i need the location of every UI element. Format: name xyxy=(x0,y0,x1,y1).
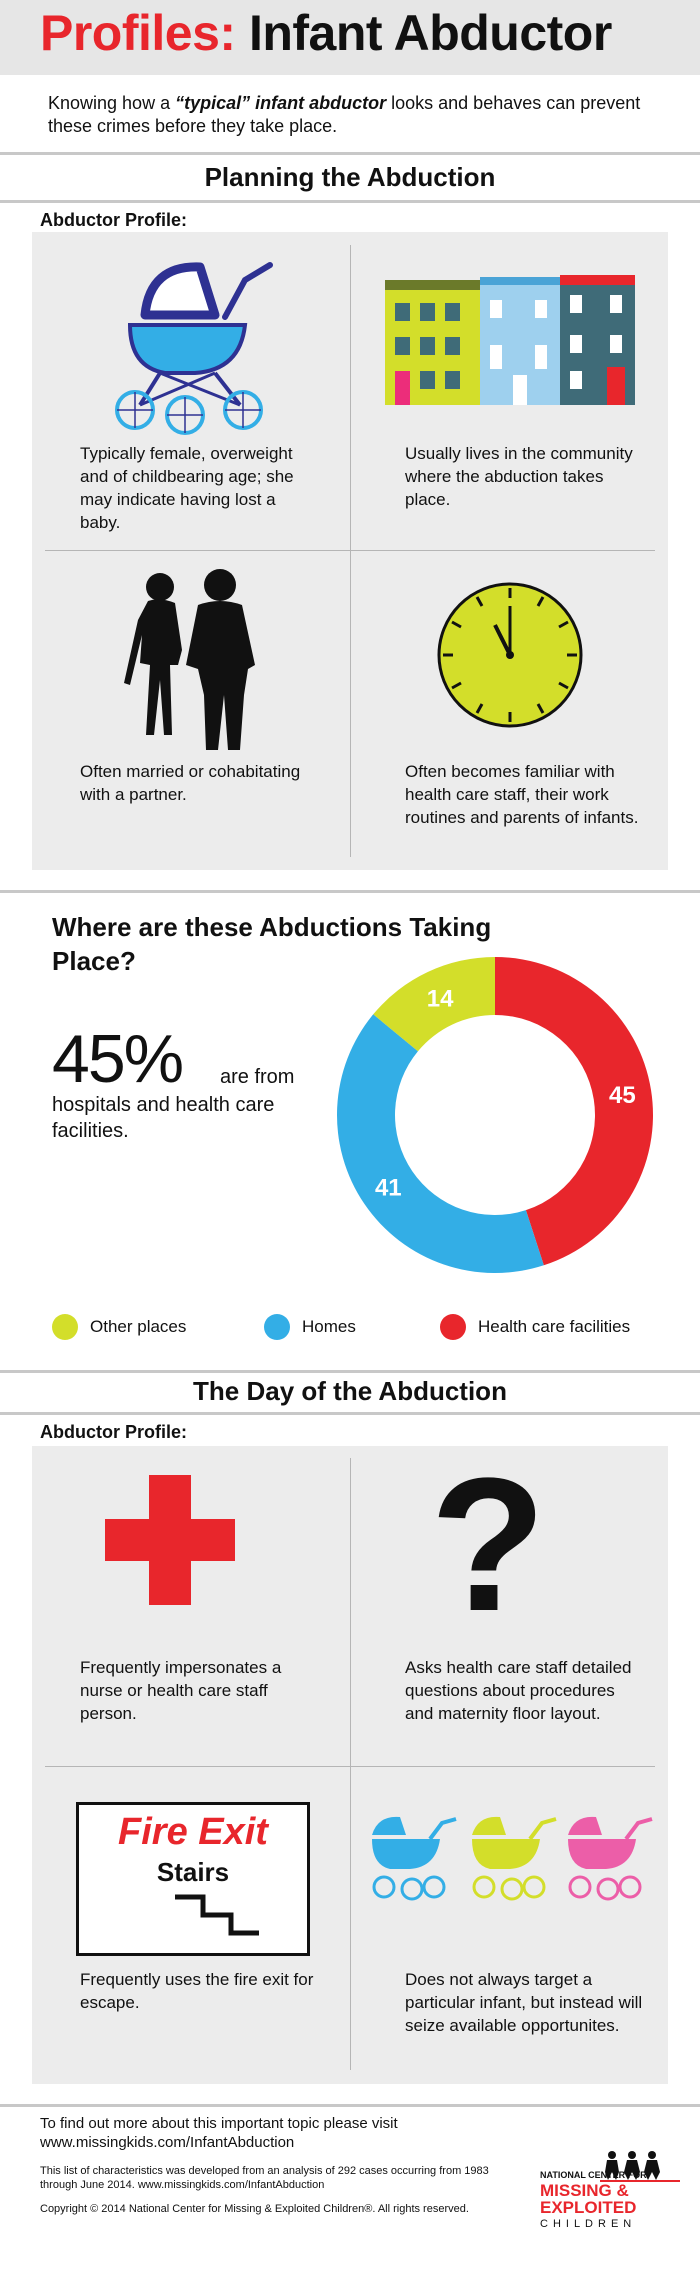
houses-icon xyxy=(385,275,635,405)
title-main: Infant Abductor xyxy=(248,5,612,61)
sign-title: Fire Exit xyxy=(118,1811,268,1853)
profile-text: Often married or cohabitating with a par… xyxy=(80,762,301,804)
sign-subtitle: Stairs xyxy=(156,1857,230,1887)
panel-divider-horizontal xyxy=(45,550,655,551)
intro-emphasis: “typical” infant abductor xyxy=(175,93,387,113)
clock-icon xyxy=(437,582,583,728)
legend-label: Health care facilities xyxy=(478,1317,631,1336)
children-silhouette-icon xyxy=(600,2151,680,2182)
where-title: Where are these Abductions Taking Place? xyxy=(52,912,492,976)
profile-text: Typically female, overweight and of chil… xyxy=(80,444,294,532)
donut-slice xyxy=(373,957,495,1052)
slice-value-label: 14 xyxy=(427,985,454,1012)
ncmec-logo: NATIONAL CENTER FOR MISSING & EXPLOITED … xyxy=(540,2150,680,2240)
donut-slice xyxy=(495,957,653,1266)
divider xyxy=(0,2104,700,2107)
profile-text: Does not always target a particular infa… xyxy=(405,1970,643,2035)
section-title-planning: Planning the Abduction xyxy=(204,162,496,192)
divider xyxy=(0,1370,700,1373)
page-title: Profiles: Infant Abductor xyxy=(40,4,612,62)
header-bar xyxy=(0,0,700,75)
profile-label: Abductor Profile: xyxy=(40,210,187,230)
profile-text: Usually lives in the community where the… xyxy=(405,444,633,509)
legend-swatch xyxy=(264,1314,290,1340)
question-mark-icon: ? xyxy=(430,1439,547,1651)
legend-item: Health care facilities xyxy=(440,1314,630,1340)
logo-line1: NATIONAL CENTER FOR xyxy=(540,2170,647,2180)
fire-exit-sign-icon: Fire Exit Stairs xyxy=(76,1802,310,1956)
logo-line4: CHILDREN xyxy=(540,2218,637,2230)
three-strollers-icon xyxy=(372,1816,653,1901)
slice-value-label: 45 xyxy=(609,1082,636,1109)
stroller-icon xyxy=(115,262,273,435)
profile-text: Asks health care staff detailed question… xyxy=(405,1658,632,1723)
divider xyxy=(0,152,700,155)
copyright: Copyright © 2014 National Center for Mis… xyxy=(40,2203,469,2215)
profile-label: Abductor Profile: xyxy=(40,1422,187,1442)
couple-silhouette-icon xyxy=(124,569,255,750)
intro-text: Knowing how a “typical” infant abductor … xyxy=(48,92,668,138)
red-cross-icon xyxy=(105,1475,235,1605)
chart-legend: Other places Homes Health care facilities xyxy=(52,1314,672,1344)
legend-item: Homes xyxy=(264,1314,356,1340)
profile-text: Often becomes familiar with health care … xyxy=(405,762,639,827)
big-stat-tail: are from xyxy=(220,1066,295,1088)
legend-swatch xyxy=(52,1314,78,1340)
more-info-text: To find out more about this important to… xyxy=(40,2115,398,2151)
divider xyxy=(0,1412,700,1415)
panel-divider-vertical xyxy=(350,245,351,857)
intro-after: looks and behaves can prevent these crim… xyxy=(48,93,641,136)
slice-value-label: 41 xyxy=(375,1175,402,1202)
stairs-icon xyxy=(175,1894,259,1936)
intro-before: Knowing how a xyxy=(48,93,176,113)
logo-line2: MISSING & xyxy=(540,2181,629,2200)
big-stat: 45% xyxy=(52,1021,184,1097)
big-stat-text: hospitals and health care facilities. xyxy=(52,1094,275,1142)
analysis-note: This list of characteristics was develop… xyxy=(40,2165,489,2191)
divider xyxy=(0,890,700,893)
profile-text: Frequently impersonates a nurse or healt… xyxy=(80,1658,282,1723)
panel-divider-vertical xyxy=(350,1458,351,2070)
divider xyxy=(0,200,700,203)
section-title-day: The Day of the Abduction xyxy=(193,1376,507,1406)
legend-label: Homes xyxy=(302,1317,356,1336)
legend-swatch xyxy=(440,1314,466,1340)
panel-divider-horizontal xyxy=(45,1766,655,1767)
logo-line3: EXPLOITED xyxy=(540,2198,637,2217)
donut-chart: 45 41 14 xyxy=(336,957,653,1273)
donut-slice xyxy=(336,1014,544,1273)
title-prefix: Profiles: xyxy=(40,5,236,61)
profile-text: Frequently uses the fire exit for escape… xyxy=(80,1970,314,2012)
legend-label: Other places xyxy=(90,1317,187,1336)
legend-item: Other places xyxy=(52,1314,186,1340)
